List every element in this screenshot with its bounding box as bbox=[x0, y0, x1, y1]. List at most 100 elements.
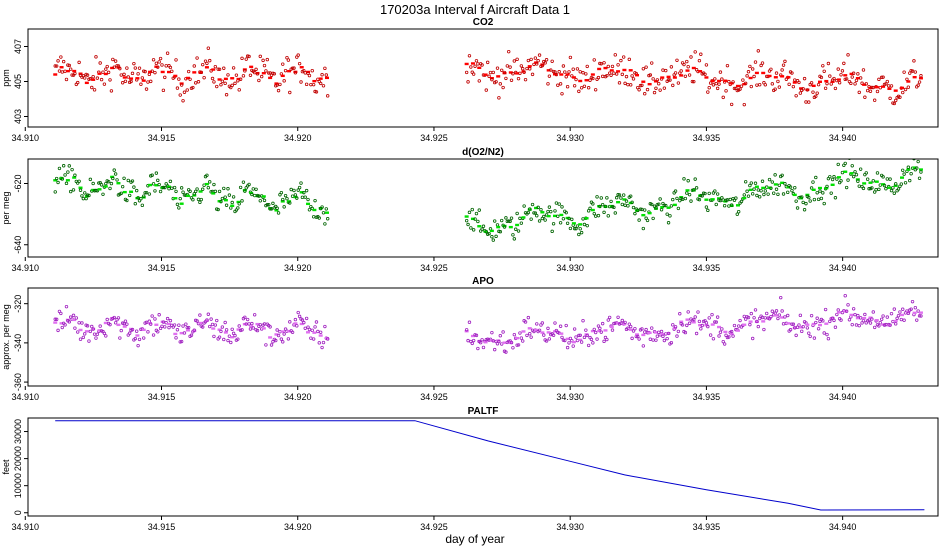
data-point bbox=[188, 189, 192, 194]
data-point bbox=[471, 338, 476, 343]
data-point bbox=[881, 75, 885, 79]
panel-d-o2-n2-: d(O2/N2)34.910 34.915 34.920 34.925 34.930 34… bbox=[1, 147, 939, 273]
mean-mark bbox=[824, 322, 829, 325]
data-point bbox=[492, 347, 497, 352]
x-tick-label: 34.935 bbox=[693, 133, 721, 143]
data-point bbox=[616, 63, 620, 67]
data-point bbox=[575, 67, 580, 71]
data-point bbox=[170, 186, 174, 190]
data-point bbox=[92, 88, 97, 92]
mean-mark bbox=[565, 73, 570, 76]
data-layer bbox=[53, 293, 923, 354]
data-point bbox=[286, 337, 291, 341]
data-point bbox=[216, 67, 220, 71]
data-point bbox=[675, 58, 679, 62]
data-point bbox=[56, 59, 60, 63]
data-point bbox=[787, 82, 791, 87]
mean-mark bbox=[679, 74, 684, 77]
mean-mark bbox=[666, 75, 671, 79]
x-tick-label: 34.925 bbox=[420, 133, 448, 143]
mean-mark bbox=[666, 332, 671, 335]
data-point bbox=[683, 330, 688, 335]
data-point bbox=[801, 200, 805, 205]
data-point bbox=[863, 312, 867, 317]
data-point bbox=[536, 59, 540, 63]
data-point bbox=[172, 185, 177, 190]
data-point bbox=[191, 85, 195, 90]
data-point bbox=[521, 67, 525, 71]
data-point bbox=[514, 227, 518, 231]
data-point bbox=[136, 343, 140, 348]
data-point bbox=[654, 206, 658, 210]
data-point bbox=[95, 332, 100, 337]
data-point bbox=[644, 65, 648, 69]
data-point bbox=[321, 340, 326, 345]
data-point bbox=[901, 90, 905, 95]
data-point bbox=[276, 88, 281, 93]
mean-mark bbox=[590, 329, 595, 333]
data-point bbox=[586, 343, 591, 348]
y-tick-label: -620 bbox=[13, 174, 23, 192]
data-point bbox=[861, 186, 866, 191]
data-point bbox=[906, 165, 911, 169]
data-point bbox=[229, 206, 233, 210]
data-point bbox=[717, 334, 721, 338]
data-point bbox=[501, 330, 505, 334]
data-point bbox=[150, 314, 154, 318]
data-point bbox=[917, 314, 922, 318]
data-point bbox=[212, 182, 216, 187]
data-point bbox=[557, 70, 561, 74]
x-tick-label: 34.925 bbox=[420, 392, 448, 402]
data-point bbox=[185, 88, 189, 92]
mean-mark bbox=[540, 331, 545, 334]
mean-mark bbox=[546, 69, 551, 72]
data-point bbox=[139, 197, 143, 201]
data-point bbox=[558, 221, 563, 225]
data-point bbox=[135, 329, 139, 333]
data-point bbox=[846, 303, 850, 307]
data-point bbox=[885, 315, 889, 319]
data-point bbox=[467, 210, 472, 215]
data-point bbox=[669, 65, 674, 69]
data-point bbox=[201, 187, 205, 191]
data-point bbox=[81, 335, 86, 340]
mean-mark bbox=[912, 75, 917, 79]
data-point bbox=[786, 190, 790, 195]
data-point bbox=[856, 72, 860, 76]
data-point bbox=[167, 187, 171, 191]
data-point bbox=[812, 336, 817, 340]
mean-mark bbox=[167, 185, 172, 189]
data-point bbox=[125, 66, 129, 70]
data-point bbox=[519, 336, 524, 340]
data-point bbox=[206, 186, 211, 190]
mean-mark bbox=[496, 75, 501, 78]
data-point bbox=[807, 331, 811, 335]
mean-mark bbox=[527, 327, 532, 330]
mean-mark bbox=[799, 326, 804, 329]
data-point bbox=[593, 214, 598, 218]
data-point bbox=[108, 78, 112, 82]
data-point bbox=[73, 173, 77, 177]
data-point bbox=[606, 214, 610, 218]
data-point bbox=[753, 181, 758, 185]
data-point bbox=[906, 311, 911, 316]
mean-mark bbox=[893, 319, 898, 323]
data-point bbox=[774, 187, 779, 191]
data-point bbox=[822, 69, 826, 73]
mean-mark bbox=[116, 323, 121, 327]
data-point bbox=[875, 89, 880, 94]
data-point bbox=[850, 322, 854, 327]
mean-mark bbox=[223, 199, 228, 202]
mean-mark bbox=[710, 198, 715, 201]
data-layer bbox=[53, 159, 923, 242]
data-point bbox=[181, 99, 185, 103]
data-point bbox=[167, 325, 171, 330]
mean-mark bbox=[53, 321, 58, 324]
mean-mark bbox=[874, 180, 879, 183]
data-point bbox=[560, 205, 564, 209]
data-point bbox=[480, 338, 484, 342]
mean-mark bbox=[249, 325, 254, 328]
data-point bbox=[752, 187, 756, 191]
data-point bbox=[588, 206, 592, 211]
data-point bbox=[83, 76, 87, 80]
